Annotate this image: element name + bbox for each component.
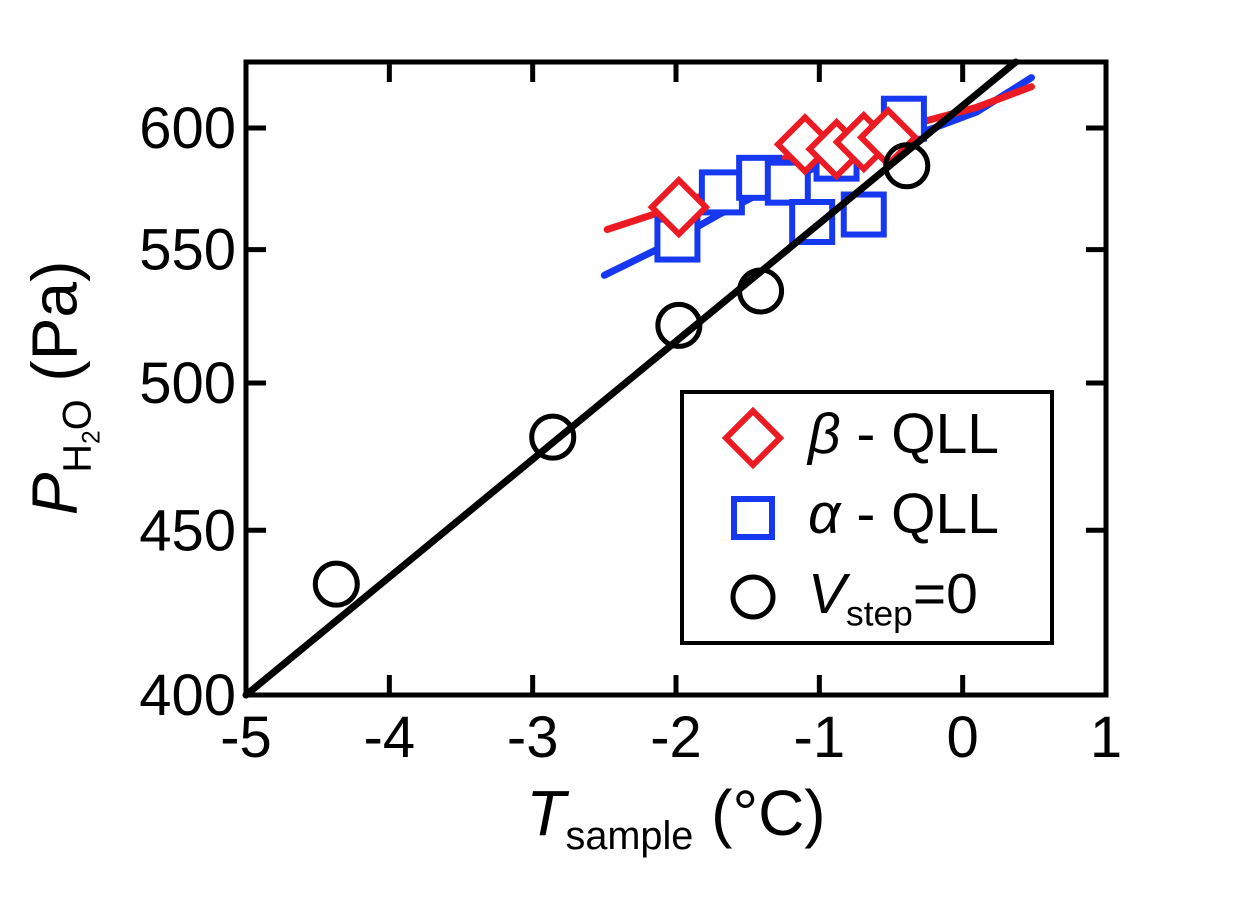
y-tick-label: 450 xyxy=(139,498,236,563)
square-icon xyxy=(731,495,775,540)
data-point-circle xyxy=(883,142,931,190)
diamond-icon xyxy=(721,406,785,469)
y-tick-label: 500 xyxy=(139,351,236,416)
y-axis-unit: (Pa) xyxy=(18,260,91,400)
x-axis-subscript: sample xyxy=(565,813,694,858)
y-tick-label: 550 xyxy=(139,218,236,283)
legend-label-alpha-qll: α - QLL xyxy=(808,481,999,546)
x-axis-unit: (°C) xyxy=(693,777,826,849)
legend-item-vstep-0: Vstep=0 xyxy=(720,561,1050,633)
legend-item-beta-qll: β - QLL xyxy=(720,402,1050,474)
data-point-square xyxy=(789,198,836,245)
x-tick-label: 1 xyxy=(1090,705,1122,770)
y-tick-label: 400 xyxy=(139,663,236,728)
circle-icon xyxy=(730,574,776,620)
y-axis-subscript: H2O xyxy=(55,399,106,473)
legend: β - QLL α - QLL Vstep=0 xyxy=(680,390,1054,645)
x-tick-label: -3 xyxy=(507,705,559,770)
x-axis-symbol: T xyxy=(526,777,566,849)
data-point-circle xyxy=(655,301,703,349)
x-axis-title: Tsample (°C) xyxy=(246,776,1106,859)
data-point-circle xyxy=(529,413,577,461)
x-tick-label: -1 xyxy=(794,705,846,770)
y-axis-symbol: P xyxy=(18,472,91,516)
y-tick-label: 600 xyxy=(139,96,236,161)
y-axis-title: PH2O (Pa) xyxy=(18,261,107,516)
x-tick-label: -4 xyxy=(364,705,416,770)
legend-item-alpha-qll: α - QLL xyxy=(720,482,1050,554)
data-point-circle xyxy=(312,560,360,608)
x-tick-label: -5 xyxy=(220,705,272,770)
data-point-circle xyxy=(737,267,785,315)
legend-label-beta-qll: β - QLL xyxy=(808,402,999,467)
x-tick-label: -2 xyxy=(650,705,702,770)
legend-label-vstep-0: Vstep=0 xyxy=(808,561,978,633)
data-point-diamond xyxy=(647,175,711,239)
x-tick-label: 0 xyxy=(947,705,979,770)
